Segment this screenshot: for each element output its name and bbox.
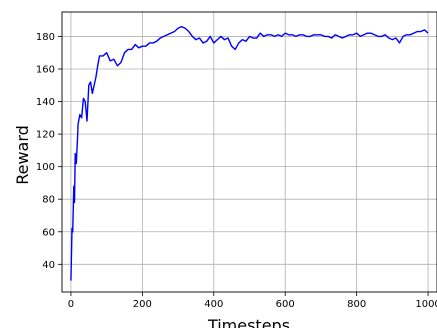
y-tick-label: 180 bbox=[36, 32, 55, 43]
y-tick-label: 60 bbox=[42, 227, 55, 238]
reward-series-line bbox=[70, 25, 429, 281]
x-tick-label: 0 bbox=[68, 299, 74, 310]
x-tick-label: 800 bbox=[347, 299, 366, 310]
y-tick-label: 100 bbox=[36, 162, 55, 173]
y-tick-label: 120 bbox=[36, 130, 55, 141]
series-layer bbox=[70, 25, 429, 281]
x-tick-label: 200 bbox=[133, 299, 152, 310]
x-axis-title: Timesteps bbox=[207, 316, 290, 328]
x-tick-label: 600 bbox=[276, 299, 295, 310]
grid bbox=[62, 12, 437, 292]
x-tick-label: 400 bbox=[204, 299, 223, 310]
plot-border bbox=[61, 11, 437, 293]
y-axis: 40 60 80 100 120 140 160 180 bbox=[36, 32, 62, 271]
y-tick-label: 40 bbox=[42, 260, 55, 271]
y-axis-title: Reward bbox=[13, 125, 32, 185]
y-tick-label: 160 bbox=[36, 64, 55, 75]
plot-frame bbox=[61, 11, 437, 293]
x-axis: 0 200 400 600 800 1000 bbox=[68, 292, 437, 310]
x-tick-label: 1000 bbox=[415, 299, 437, 310]
y-tick-label: 80 bbox=[42, 195, 55, 206]
y-tick-label: 140 bbox=[36, 97, 55, 108]
